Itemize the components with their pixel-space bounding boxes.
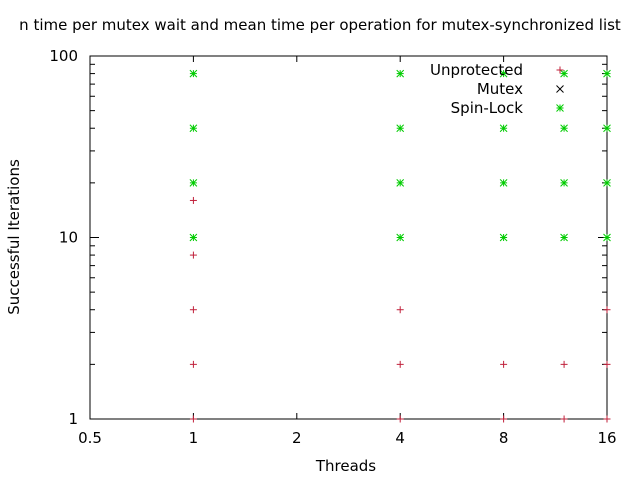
legend-marker-spin-lock — [556, 104, 564, 112]
y-axis-label: Successful Iterations — [5, 159, 23, 315]
unprotected-point — [603, 360, 611, 368]
unprotected-point — [189, 306, 197, 314]
unprotected-point — [189, 360, 197, 368]
spin-lock-point — [560, 69, 568, 78]
x-tick-label: 8 — [499, 429, 509, 447]
spin-lock-point — [499, 124, 508, 133]
legend-label-mutex: Mutex — [477, 80, 523, 98]
y-tick-label: 1 — [68, 410, 78, 428]
spin-lock-point — [189, 69, 198, 78]
spin-lock-point — [560, 124, 568, 133]
spin-lock-point — [396, 69, 405, 78]
x-tick-label: 16 — [597, 429, 616, 447]
spin-lock-point — [189, 179, 198, 187]
y-tick-label: 10 — [59, 229, 78, 247]
spin-lock-point — [603, 233, 611, 242]
spin-lock-point — [189, 233, 198, 242]
spin-lock-point — [603, 179, 611, 187]
spin-lock-point — [560, 179, 568, 187]
spin-lock-point — [499, 233, 508, 242]
legend-label-spin-lock: Spin-Lock — [451, 99, 524, 117]
unprotected-point — [560, 415, 568, 423]
unprotected-point — [396, 306, 404, 314]
unprotected-point — [189, 251, 197, 259]
unprotected-point — [603, 415, 611, 423]
data-marks — [189, 69, 611, 423]
chart-title: n time per mutex wait and mean time per … — [19, 16, 621, 34]
legend-label-unprotected: Unprotected — [430, 61, 523, 79]
unprotected-point — [603, 306, 611, 314]
spin-lock-point — [560, 233, 568, 242]
unprotected-point — [396, 415, 404, 423]
unprotected-point — [500, 415, 508, 423]
unprotected-point — [189, 415, 197, 423]
x-tick-label: 0.5 — [78, 429, 102, 447]
legend-marker-unprotected — [556, 66, 564, 74]
x-axis-label: Threads — [315, 457, 376, 475]
spin-lock-point — [396, 179, 405, 187]
x-tick-label: 4 — [395, 429, 405, 447]
spin-lock-point — [396, 124, 405, 133]
spin-lock-point — [396, 233, 405, 242]
spin-lock-point — [603, 124, 611, 133]
spin-lock-point — [499, 179, 508, 187]
spin-lock-point — [499, 69, 508, 78]
x-tick-label: 1 — [189, 429, 199, 447]
x-tick-label: 2 — [292, 429, 302, 447]
spin-lock-point — [603, 69, 611, 78]
y-tick-label: 100 — [49, 47, 78, 65]
unprotected-point — [189, 196, 197, 204]
legend-marker-mutex — [556, 85, 564, 93]
unprotected-point — [396, 360, 404, 368]
plot-area-frame — [89, 55, 608, 420]
unprotected-point — [560, 360, 568, 368]
unprotected-point — [500, 360, 508, 368]
spin-lock-point — [189, 124, 198, 133]
